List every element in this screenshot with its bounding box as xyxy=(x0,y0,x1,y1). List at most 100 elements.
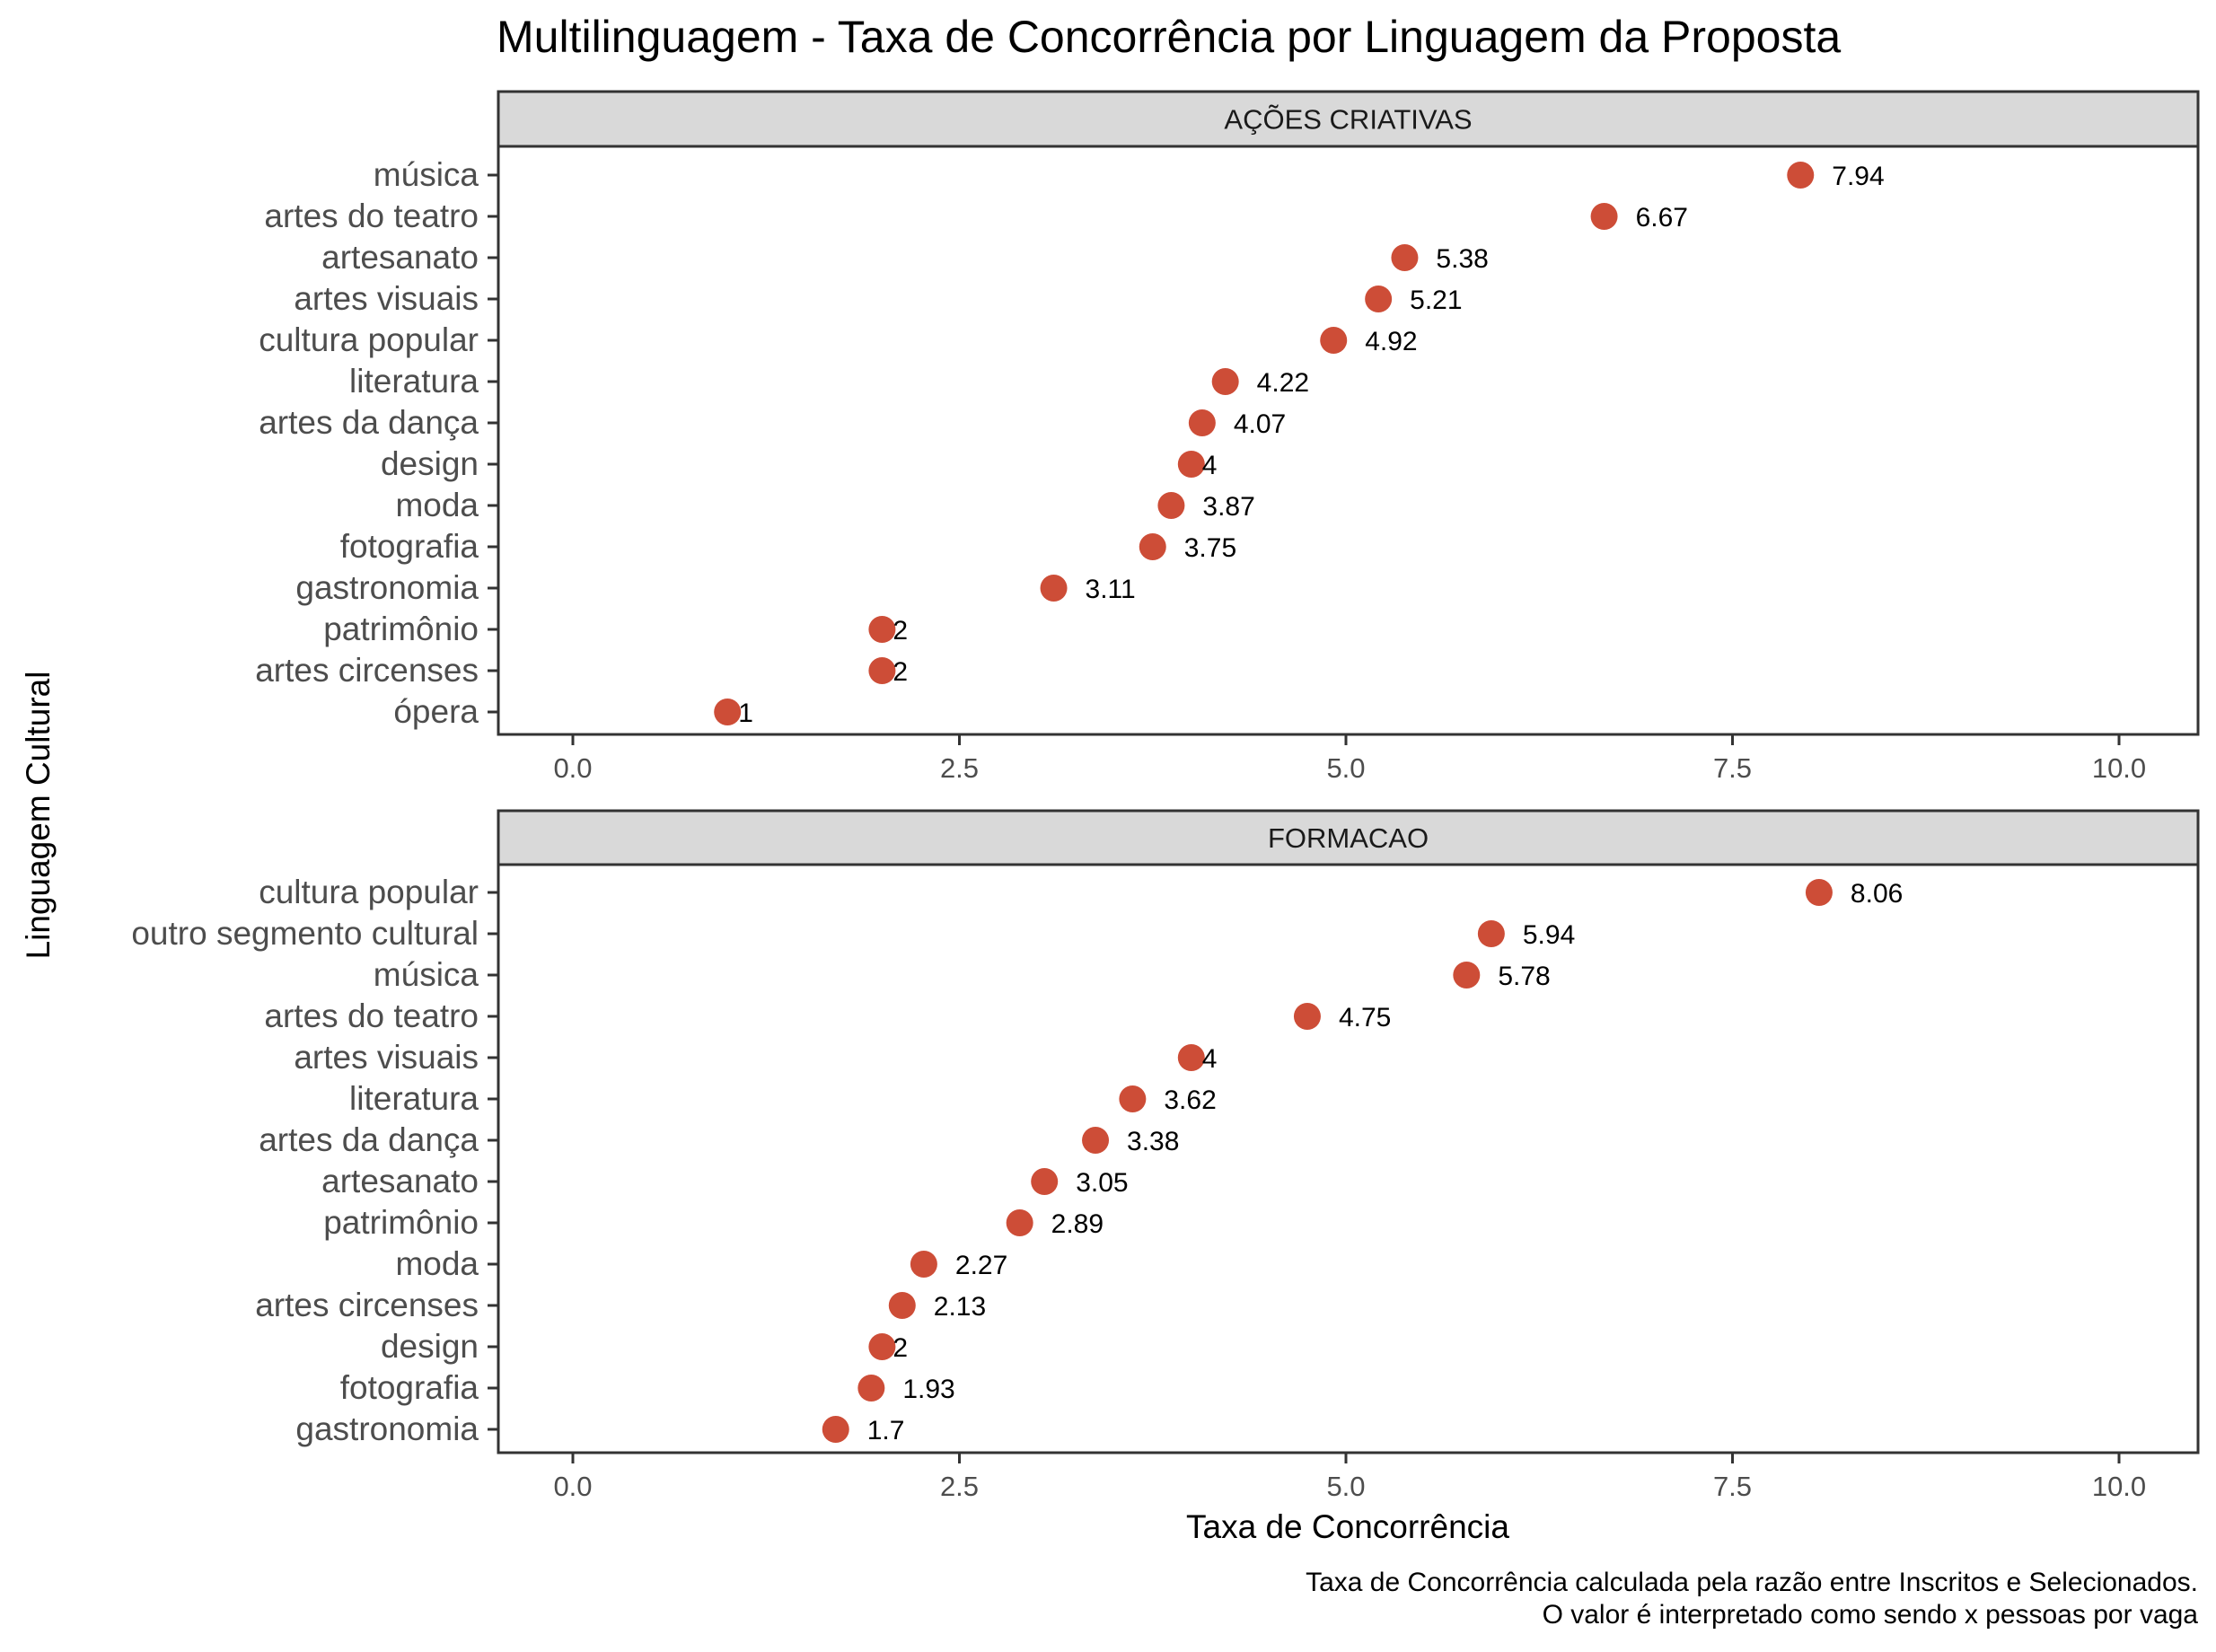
x-tick-label: 5.0 xyxy=(1326,752,1365,784)
y-tick-label: artes do teatro xyxy=(264,198,479,234)
y-tick-label: fotografia xyxy=(340,528,479,565)
data-point xyxy=(857,1375,885,1402)
data-point xyxy=(1177,1044,1205,1071)
y-tick-label: artesanato xyxy=(321,239,479,276)
data-label: 1.7 xyxy=(867,1416,905,1446)
y-tick-label: moda xyxy=(395,1245,479,1282)
data-label: 5.94 xyxy=(1523,920,1575,950)
data-label: 6.67 xyxy=(1636,203,1688,233)
data-label: 4.22 xyxy=(1257,368,1309,398)
y-tick-label: design xyxy=(381,1328,479,1365)
data-label: 3.38 xyxy=(1127,1127,1179,1156)
y-tick-label: fotografia xyxy=(340,1369,479,1406)
x-tick-label: 0.0 xyxy=(553,752,592,784)
caption-line-1: Taxa de Concorrência calculada pela razã… xyxy=(1306,1568,2198,1597)
data-label: 4.92 xyxy=(1365,327,1417,356)
y-tick-label: patrimônio xyxy=(323,611,479,647)
data-label: 8.06 xyxy=(1851,879,1903,909)
data-label: 2.27 xyxy=(955,1251,1007,1280)
y-tick-label: gastronomia xyxy=(295,569,479,606)
data-label: 2.89 xyxy=(1051,1209,1104,1239)
y-tick-label: artes da dança xyxy=(259,1121,479,1158)
strip-background xyxy=(497,90,2200,148)
data-label: 4 xyxy=(1202,1044,1218,1074)
data-point xyxy=(868,1333,896,1360)
data-point xyxy=(1365,286,1393,312)
y-tick-label: artes circenses xyxy=(255,652,479,689)
x-tick-label: 5.0 xyxy=(1326,1471,1365,1502)
y-axis-title: Linguagem Cultural xyxy=(20,672,57,960)
panel-border xyxy=(497,145,2200,736)
x-tick-label: 2.5 xyxy=(940,752,979,784)
panels: AÇÕES CRIATIVAS música artes do teatro arte… xyxy=(131,90,2200,1502)
data-point xyxy=(1082,1127,1110,1154)
data-point xyxy=(1006,1209,1033,1236)
panel-border xyxy=(497,863,2200,1454)
data-point xyxy=(1453,962,1481,989)
data-point xyxy=(1031,1168,1059,1195)
y-tick-label: literatura xyxy=(349,363,479,400)
data-point xyxy=(1391,244,1419,271)
y-tick-label: artes visuais xyxy=(294,1039,479,1076)
data-point xyxy=(868,657,896,684)
y-tick-label: artes visuais xyxy=(294,280,479,317)
x-tick-label: 7.5 xyxy=(1713,752,1752,784)
data-point xyxy=(1805,879,1833,906)
data-label: 2 xyxy=(893,616,908,646)
data-label: 3.87 xyxy=(1202,492,1254,522)
data-label: 3.75 xyxy=(1184,533,1236,563)
data-label: 5.38 xyxy=(1436,244,1488,274)
data-point xyxy=(888,1292,916,1319)
panel-2: FORMACAO cultura popular outro segmento cu… xyxy=(131,809,2200,1502)
y-tick-label: patrimônio xyxy=(323,1204,479,1241)
data-label: 1.93 xyxy=(902,1375,954,1404)
data-point xyxy=(1320,327,1348,354)
data-point xyxy=(1119,1085,1147,1112)
y-tick-label: ópera xyxy=(393,693,479,730)
y-tick-label: música xyxy=(374,956,479,993)
data-point xyxy=(1040,575,1068,602)
y-tick-label: design xyxy=(381,445,479,482)
data-point xyxy=(714,699,742,725)
y-tick-label: artesanato xyxy=(321,1163,479,1199)
data-point xyxy=(1157,492,1185,519)
data-label: 3.62 xyxy=(1164,1085,1216,1115)
y-tick-label: moda xyxy=(395,487,479,523)
data-point xyxy=(1177,451,1205,478)
y-tick-label: artes da dança xyxy=(259,404,479,441)
x-tick-label: 7.5 xyxy=(1713,1471,1752,1502)
data-point xyxy=(1590,203,1618,230)
data-point xyxy=(1139,533,1166,560)
data-label: 4 xyxy=(1202,451,1218,480)
data-label: 2 xyxy=(893,1333,908,1363)
data-label: 7.94 xyxy=(1832,162,1884,191)
data-label: 5.21 xyxy=(1410,286,1462,315)
data-label: 2.13 xyxy=(934,1292,986,1322)
y-tick-label: artes do teatro xyxy=(264,997,479,1034)
data-point xyxy=(1477,920,1505,947)
data-label: 4.07 xyxy=(1234,409,1286,439)
x-tick-label: 10.0 xyxy=(2092,1471,2146,1502)
x-tick-label: 10.0 xyxy=(2092,752,2146,784)
data-point xyxy=(822,1416,849,1443)
y-tick-label: música xyxy=(374,156,479,193)
data-point xyxy=(1188,409,1216,436)
data-label: 3.05 xyxy=(1076,1168,1128,1198)
strip-background xyxy=(497,809,2200,866)
strip-label: FORMACAO xyxy=(1268,822,1429,854)
data-label: 4.75 xyxy=(1339,1003,1391,1032)
data-label: 3.11 xyxy=(1086,575,1136,604)
x-tick-label: 0.0 xyxy=(553,1471,592,1502)
data-point xyxy=(1787,162,1815,189)
y-tick-label: outro segmento cultural xyxy=(131,915,479,952)
y-tick-label: cultura popular xyxy=(259,321,479,358)
data-label: 2 xyxy=(893,657,908,687)
caption-line-2: O valor é interpretado como sendo x pess… xyxy=(1543,1600,2199,1630)
data-point xyxy=(910,1251,937,1278)
data-point xyxy=(1293,1003,1321,1030)
panel-1: AÇÕES CRIATIVAS música artes do teatro arte… xyxy=(255,90,2200,784)
data-label: 1 xyxy=(738,699,753,728)
chart-title: Multilinguagem - Taxa de Concorrência po… xyxy=(497,12,1841,62)
data-point xyxy=(1211,368,1239,395)
